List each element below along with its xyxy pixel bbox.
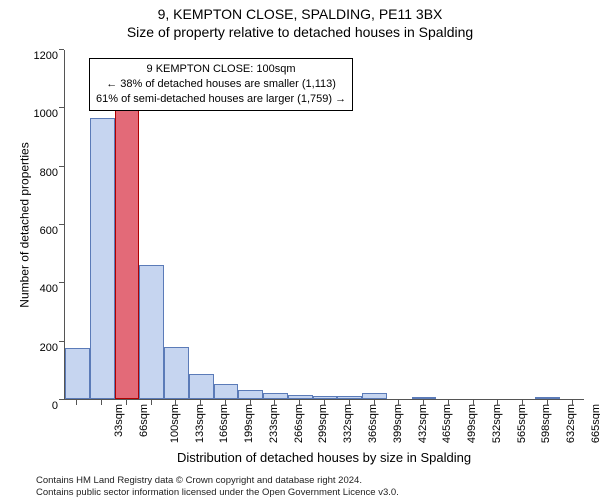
x-tick-label: 665sqm xyxy=(590,404,600,443)
x-tick-mark xyxy=(572,400,573,405)
x-tick-mark xyxy=(274,400,275,405)
x-tick-mark xyxy=(200,400,201,405)
x-tick-label: 133sqm xyxy=(194,404,206,443)
x-tick-mark xyxy=(225,400,226,405)
bar xyxy=(288,395,313,399)
x-tick-mark xyxy=(299,400,300,405)
bar xyxy=(337,396,362,399)
bar xyxy=(189,374,214,399)
x-tick-mark xyxy=(349,400,350,405)
annotation-line-1: 9 KEMPTON CLOSE: 100sqm xyxy=(96,62,346,77)
x-tick-label: 532sqm xyxy=(491,404,503,443)
x-tick-label: 33sqm xyxy=(113,404,125,437)
x-tick-mark xyxy=(473,400,474,405)
bar xyxy=(214,384,239,399)
bar xyxy=(535,397,560,399)
y-tick-label: 200 xyxy=(8,342,58,354)
y-tick-label: 1000 xyxy=(8,108,58,120)
x-tick-label: 266sqm xyxy=(293,404,305,443)
bar xyxy=(412,397,437,399)
x-tick-label: 598sqm xyxy=(540,404,552,443)
x-tick-mark xyxy=(423,400,424,405)
x-tick-label: 465sqm xyxy=(441,404,453,443)
x-tick-mark xyxy=(497,400,498,405)
y-tick-label: 1200 xyxy=(8,50,58,62)
bar xyxy=(65,348,90,399)
x-axis-label: Distribution of detached houses by size … xyxy=(64,450,584,465)
footer-line-1: Contains HM Land Registry data © Crown c… xyxy=(36,475,362,486)
x-tick-label: 199sqm xyxy=(243,404,255,443)
bar xyxy=(263,393,288,399)
x-tick-mark xyxy=(101,400,102,405)
title-line-2: Size of property relative to detached ho… xyxy=(0,24,600,40)
bar xyxy=(362,393,387,399)
bar xyxy=(90,118,115,399)
bar xyxy=(164,347,189,400)
x-tick-label: 499sqm xyxy=(466,404,478,443)
bar xyxy=(313,396,338,399)
y-tick-label: 600 xyxy=(8,225,58,237)
x-tick-label: 332sqm xyxy=(342,404,354,443)
y-tick-label: 400 xyxy=(8,283,58,295)
plot-area: 9 KEMPTON CLOSE: 100sqm ← 38% of detache… xyxy=(64,50,584,400)
x-tick-mark xyxy=(76,400,77,405)
x-tick-label: 366sqm xyxy=(367,404,379,443)
bar xyxy=(139,265,164,399)
chart-container: 9, KEMPTON CLOSE, SPALDING, PE11 3BX Siz… xyxy=(0,0,600,500)
y-tick-label: 800 xyxy=(8,167,58,179)
x-tick-label: 299sqm xyxy=(318,404,330,443)
x-tick-label: 399sqm xyxy=(392,404,404,443)
x-tick-mark xyxy=(175,400,176,405)
annotation-box: 9 KEMPTON CLOSE: 100sqm ← 38% of detache… xyxy=(89,58,353,111)
x-tick-mark xyxy=(547,400,548,405)
y-axis-ticks: 020040060080010001200 xyxy=(0,50,64,400)
x-tick-label: 565sqm xyxy=(516,404,528,443)
x-tick-mark xyxy=(151,400,152,405)
x-tick-label: 432sqm xyxy=(417,404,429,443)
x-tick-mark xyxy=(250,400,251,405)
x-tick-mark xyxy=(398,400,399,405)
x-tick-mark xyxy=(448,400,449,405)
y-tick-label: 0 xyxy=(8,400,58,412)
highlight-bar xyxy=(115,100,140,399)
footer-line-2: Contains public sector information licen… xyxy=(36,487,399,498)
annotation-line-2: ← 38% of detached houses are smaller (1,… xyxy=(96,77,346,92)
bar xyxy=(238,390,263,399)
x-tick-label: 632sqm xyxy=(565,404,577,443)
x-tick-mark xyxy=(522,400,523,405)
x-tick-label: 166sqm xyxy=(219,404,231,443)
x-tick-mark xyxy=(374,400,375,405)
x-tick-label: 233sqm xyxy=(268,404,280,443)
x-tick-mark xyxy=(324,400,325,405)
x-tick-label: 100sqm xyxy=(169,404,181,443)
title-line-1: 9, KEMPTON CLOSE, SPALDING, PE11 3BX xyxy=(0,6,600,22)
x-tick-label: 66sqm xyxy=(138,404,150,437)
x-tick-mark xyxy=(126,400,127,405)
annotation-line-3: 61% of semi-detached houses are larger (… xyxy=(96,92,346,107)
